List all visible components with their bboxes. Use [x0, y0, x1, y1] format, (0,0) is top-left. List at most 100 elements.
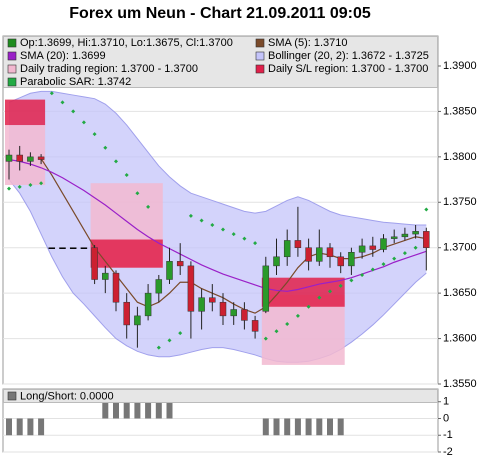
y-tick-label: 1.3600	[443, 332, 477, 344]
candle-body	[48, 247, 56, 249]
sar-dot	[81, 120, 86, 125]
candle-body	[380, 238, 387, 250]
bar	[134, 401, 141, 419]
candle-body	[273, 256, 280, 267]
y-tick-label: 1.3700	[443, 242, 477, 254]
indicator-line	[8, 158, 427, 292]
candle-body	[37, 156, 45, 160]
legend-box	[3, 36, 438, 88]
sar-dot	[242, 236, 247, 241]
candle-body	[155, 279, 163, 294]
candle-body	[166, 261, 173, 280]
sar-dot	[295, 313, 300, 318]
sar-dot	[114, 159, 118, 164]
candle-body	[91, 247, 98, 280]
legend-label: SMA (5): 1.3710	[268, 37, 348, 49]
y-tick-label: 1.3550	[443, 378, 477, 390]
bar	[38, 418, 45, 436]
bar	[262, 418, 269, 436]
y-tick-label: 1	[443, 396, 449, 408]
candle-body	[326, 247, 334, 258]
legend-swatch	[255, 38, 265, 48]
candle-body	[102, 272, 109, 280]
y-tick-label: 1.3650	[443, 287, 477, 299]
y-tick-label: -2	[443, 446, 453, 457]
legend-box	[3, 389, 438, 403]
sar-dot	[7, 186, 11, 191]
legend-swatch	[7, 38, 17, 48]
candle-body	[69, 247, 77, 249]
y-tick-label: 0	[443, 412, 449, 424]
y-tick-label: 1.3850	[443, 105, 477, 117]
candle-body	[27, 156, 34, 162]
legend-swatch	[7, 51, 17, 61]
sar-dot	[60, 100, 65, 105]
sar-dot	[167, 338, 172, 343]
bar	[6, 418, 12, 436]
bar	[166, 401, 173, 419]
legend-swatch	[7, 77, 17, 87]
y-tick-label: -1	[443, 429, 453, 441]
sar-dot	[124, 173, 129, 178]
bar	[273, 418, 280, 436]
y-tick-label: 1.3800	[443, 151, 477, 163]
candle-body	[390, 236, 398, 239]
candle-body	[369, 245, 377, 250]
candle-body	[412, 231, 419, 235]
sar-dot	[285, 322, 290, 327]
candle-body	[262, 265, 270, 312]
legend-swatch	[255, 51, 265, 61]
sar-dot	[370, 267, 375, 272]
sar-dot	[92, 132, 97, 137]
candle-body	[144, 292, 152, 317]
legend-label: Op:1.3699, Hi:1.3710, Lo:1.3675, Cl:1.37…	[20, 37, 233, 49]
sar-dot	[135, 191, 140, 196]
y-tick-label: 1.3900	[443, 60, 477, 72]
bar	[327, 418, 333, 436]
bar	[155, 401, 162, 419]
region	[90, 239, 163, 268]
sar-dot	[349, 278, 354, 283]
sar-dot	[39, 181, 44, 186]
sar-dot	[28, 183, 33, 188]
candle-body	[187, 265, 195, 312]
candle-body	[251, 320, 259, 332]
bar	[102, 401, 109, 419]
sar-dot	[317, 295, 322, 300]
sar-dot	[156, 345, 161, 350]
sar-dot	[146, 204, 151, 209]
bollinger-upper	[8, 90, 427, 226]
candle-body	[294, 240, 302, 248]
candle-body	[348, 252, 355, 267]
candle-body	[176, 261, 184, 267]
sar-dot	[274, 329, 279, 334]
candle-body	[423, 231, 430, 248]
candle-body	[337, 256, 344, 267]
candle-body	[230, 309, 237, 317]
candle-body	[358, 245, 366, 253]
sar-dot	[49, 91, 54, 96]
sar-dot	[17, 184, 22, 189]
candle-body	[401, 233, 409, 238]
sar-dot	[413, 245, 418, 250]
candle-body	[59, 247, 66, 249]
bar	[294, 418, 301, 436]
candle-body	[123, 301, 130, 326]
sar-dot	[328, 289, 332, 294]
sar-dot	[381, 262, 386, 267]
sar-dot	[231, 232, 236, 237]
chart-title: Forex um Neun - Chart 21.09.2011 09:05	[69, 5, 371, 22]
legend-label: Long/Short: 0.0000	[20, 390, 114, 402]
sar-dot	[199, 218, 204, 223]
bar	[305, 418, 312, 436]
bar	[16, 418, 23, 436]
candle-body	[5, 154, 13, 162]
legend-label: Daily S/L region: 1.3700 - 1.3700	[268, 63, 428, 75]
bar	[316, 418, 323, 436]
sar-dot	[424, 207, 429, 212]
sar-dot	[360, 272, 365, 277]
candle-body	[198, 297, 205, 312]
legend-swatch	[7, 64, 17, 74]
sar-dot	[188, 213, 193, 218]
candle-body	[283, 240, 291, 258]
